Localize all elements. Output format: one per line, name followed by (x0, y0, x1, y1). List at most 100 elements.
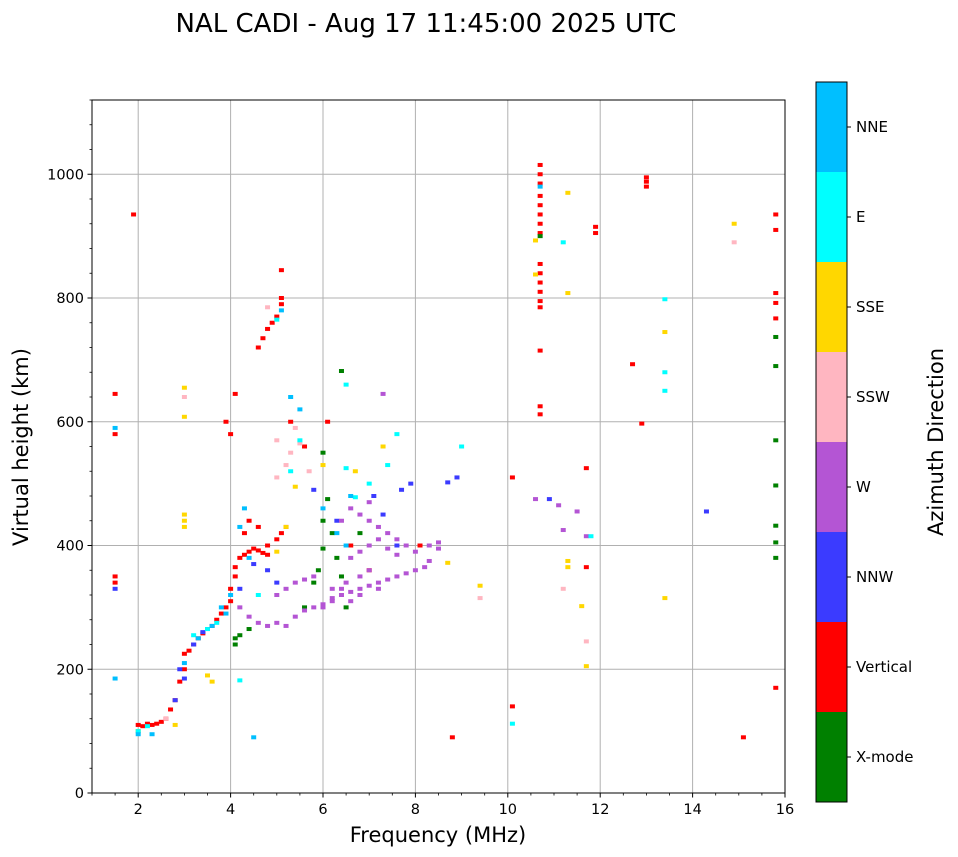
data-point-e (560, 240, 566, 245)
data-point-w (329, 596, 335, 601)
data-point-vertical (537, 261, 543, 266)
data-point-vertical (537, 221, 543, 226)
data-point-nnw (177, 667, 183, 672)
data-point-vertical (241, 552, 247, 557)
data-point-ssw (477, 596, 483, 601)
data-point-vertical (274, 314, 280, 319)
data-point-x-mode (343, 605, 349, 610)
colorbar-tick-label: X-mode (856, 748, 913, 766)
data-point-sse (565, 190, 571, 195)
data-point-e (214, 620, 220, 625)
data-point-nne (237, 524, 243, 529)
data-points-layer (112, 162, 779, 740)
data-point-w (375, 586, 381, 591)
data-point-nnw (445, 480, 451, 485)
data-point-vertical (537, 203, 543, 208)
data-point-e (343, 382, 349, 387)
data-point-vertical (274, 537, 280, 542)
data-point-w (403, 543, 409, 548)
colorbar-swatch-x-mode (816, 712, 847, 802)
data-point-vertical (112, 391, 118, 396)
data-point-w (302, 608, 308, 613)
colorbar-tick-label: SSE (856, 298, 885, 316)
data-point-vertical (288, 419, 294, 424)
data-point-w (403, 571, 409, 576)
data-point-e (144, 724, 150, 729)
data-point-vertical (773, 291, 779, 296)
data-point-w (302, 577, 308, 582)
data-point-vertical (260, 336, 266, 341)
data-point-e (662, 370, 668, 375)
x-axis-label: Frequency (MHz) (350, 823, 526, 847)
data-point-vertical (158, 719, 164, 724)
azimuth-colorbar: X-mode Vertical NNW W SSW SSE E NNE (815, 81, 913, 803)
data-point-nne (135, 732, 141, 737)
data-point-nnw (112, 586, 118, 591)
data-point-vertical (228, 599, 234, 604)
data-point-x-mode (773, 483, 779, 488)
y-tick-label: 400 (56, 539, 84, 555)
data-point-w (246, 614, 252, 619)
data-point-nne (218, 605, 224, 610)
data-point-w (394, 537, 400, 542)
data-point-w (237, 605, 243, 610)
data-point-vertical (228, 432, 234, 437)
data-point-vertical (232, 565, 238, 570)
data-point-e (366, 481, 372, 486)
data-point-w (329, 586, 335, 591)
data-point-w (556, 503, 562, 508)
data-point-x-mode (773, 364, 779, 369)
colorbar-tick-label: NNE (856, 118, 888, 136)
data-point-e (288, 469, 294, 474)
data-point-nnw (265, 568, 271, 573)
data-point-w (375, 580, 381, 585)
data-point-vertical (278, 296, 284, 300)
data-point-e (297, 438, 303, 443)
data-point-vertical (232, 574, 238, 579)
data-point-vertical (537, 172, 543, 177)
data-point-sse (579, 604, 585, 609)
data-point-vertical (255, 345, 261, 350)
data-point-vertical (177, 679, 183, 684)
data-point-sse (283, 524, 289, 529)
data-point-nnw (334, 518, 340, 523)
data-point-w (357, 574, 363, 579)
data-point-w (412, 549, 418, 554)
data-point-vertical (537, 280, 543, 285)
data-point-nnw (703, 509, 709, 514)
data-point-vertical (246, 518, 252, 523)
plot-background (92, 100, 785, 793)
data-point-sse (209, 679, 215, 684)
data-point-w (380, 391, 386, 396)
data-point-w (265, 623, 271, 628)
data-point-sse (352, 469, 358, 474)
data-point-x-mode (329, 531, 335, 536)
data-point-nnw (394, 543, 400, 548)
y-axis-label: Virtual height (km) (9, 348, 33, 546)
data-point-x-mode (773, 555, 779, 560)
data-point-sse (274, 549, 280, 554)
data-point-vertical (255, 524, 261, 529)
colorbar-tick-label: E (856, 208, 865, 226)
data-point-sse (181, 518, 187, 523)
data-point-e (385, 463, 391, 468)
data-point-sse (181, 385, 187, 390)
data-point-ssw (292, 425, 298, 430)
data-point-w (412, 568, 418, 573)
data-point-sse (445, 560, 451, 565)
data-point-vertical (537, 299, 543, 304)
data-point-vertical (417, 543, 423, 548)
data-point-ssw (274, 438, 280, 443)
data-point-vertical (265, 552, 271, 557)
y-tick-label: 1000 (47, 167, 84, 183)
data-point-nne (223, 611, 229, 616)
data-point-vertical (302, 444, 308, 449)
data-point-e (274, 317, 280, 322)
data-point-vertical (168, 707, 174, 712)
colorbar-tick-label: NNW (856, 568, 893, 586)
data-point-e (662, 388, 668, 393)
y-tick-label: 600 (56, 415, 84, 431)
data-point-ssw (583, 639, 589, 644)
data-point-sse (205, 673, 210, 678)
